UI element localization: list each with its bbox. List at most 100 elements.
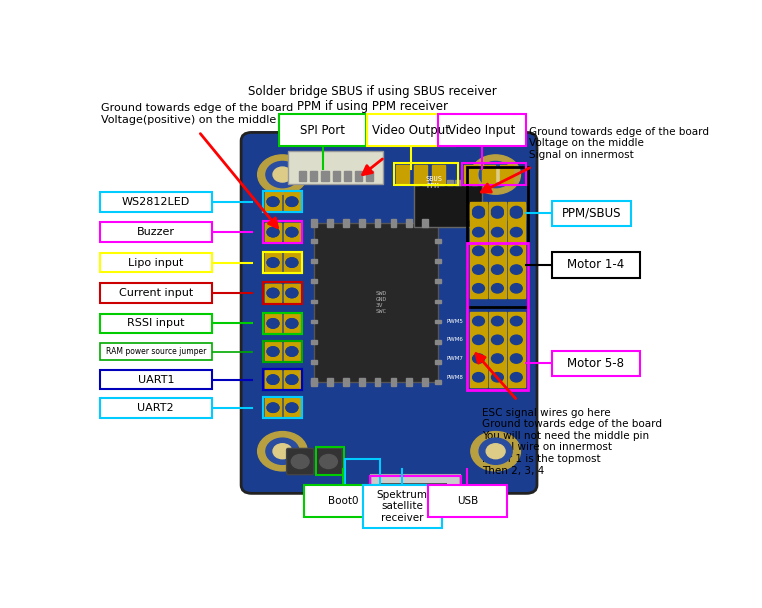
Circle shape	[491, 354, 504, 363]
Bar	[264, 370, 281, 389]
FancyBboxPatch shape	[100, 192, 212, 212]
Bar	[464, 165, 477, 183]
Bar	[470, 241, 487, 260]
Bar	[264, 370, 281, 389]
Bar	[406, 378, 412, 385]
Bar	[415, 165, 427, 183]
Bar	[508, 331, 524, 349]
Bar	[264, 283, 281, 302]
Circle shape	[286, 288, 298, 298]
Circle shape	[286, 258, 298, 268]
Bar	[508, 279, 524, 298]
Circle shape	[479, 162, 512, 188]
FancyBboxPatch shape	[552, 252, 640, 277]
Bar	[283, 253, 300, 272]
FancyBboxPatch shape	[100, 370, 212, 390]
Circle shape	[286, 197, 298, 206]
Bar	[435, 300, 440, 303]
Text: RAM power source jumper: RAM power source jumper	[106, 347, 206, 356]
Circle shape	[471, 155, 520, 194]
Text: SPI Port: SPI Port	[300, 124, 345, 137]
Bar	[508, 368, 524, 387]
Circle shape	[472, 209, 485, 218]
Circle shape	[511, 316, 522, 326]
Circle shape	[472, 227, 485, 237]
Bar	[264, 314, 281, 333]
Bar	[264, 342, 281, 361]
Bar	[264, 398, 281, 417]
Bar	[435, 320, 440, 323]
Bar	[470, 223, 487, 241]
Circle shape	[286, 347, 298, 356]
Bar	[322, 171, 328, 181]
Circle shape	[286, 347, 298, 356]
Bar	[311, 300, 317, 303]
Bar	[435, 280, 440, 283]
Circle shape	[286, 227, 298, 237]
Circle shape	[486, 167, 505, 182]
Bar	[470, 331, 487, 349]
Bar	[283, 370, 300, 389]
Circle shape	[267, 319, 279, 328]
FancyBboxPatch shape	[415, 185, 482, 227]
Circle shape	[286, 288, 298, 298]
Bar	[264, 283, 281, 302]
FancyBboxPatch shape	[315, 449, 342, 475]
Circle shape	[258, 155, 307, 194]
Bar	[470, 204, 487, 223]
Bar	[470, 368, 487, 387]
Bar	[470, 349, 487, 368]
Bar	[299, 171, 306, 181]
Circle shape	[267, 403, 279, 412]
Bar	[264, 223, 281, 241]
Circle shape	[291, 455, 309, 469]
Circle shape	[286, 197, 298, 206]
Circle shape	[491, 373, 504, 382]
Bar	[489, 368, 506, 387]
Bar	[470, 260, 487, 279]
Circle shape	[511, 265, 522, 274]
Bar	[264, 223, 281, 241]
Bar	[283, 223, 300, 241]
Text: PPM/SBUS: PPM/SBUS	[562, 207, 621, 220]
Bar	[435, 360, 440, 364]
Circle shape	[286, 375, 298, 384]
Bar	[283, 314, 300, 333]
Text: RSSI input: RSSI input	[127, 319, 184, 328]
FancyBboxPatch shape	[100, 343, 212, 360]
Bar	[508, 241, 524, 260]
Bar	[333, 171, 340, 181]
Bar	[470, 202, 487, 221]
Bar	[311, 340, 317, 344]
FancyBboxPatch shape	[552, 351, 640, 376]
FancyBboxPatch shape	[100, 253, 212, 272]
Circle shape	[266, 438, 299, 465]
Circle shape	[273, 444, 292, 458]
Text: Motor 5-8: Motor 5-8	[567, 357, 624, 370]
FancyBboxPatch shape	[100, 398, 212, 418]
Circle shape	[267, 319, 279, 328]
Bar	[435, 259, 440, 263]
Bar	[359, 378, 364, 385]
Circle shape	[491, 316, 504, 326]
Circle shape	[286, 319, 298, 328]
Bar	[367, 171, 373, 181]
Bar	[375, 378, 380, 385]
Text: Ground towards edge of the board
Voltage on the middle
Signal on innermost: Ground towards edge of the board Voltage…	[530, 127, 709, 160]
Circle shape	[267, 288, 279, 298]
Bar	[508, 223, 524, 241]
Circle shape	[286, 258, 298, 268]
Bar	[422, 180, 427, 185]
Bar	[508, 312, 524, 331]
Bar	[264, 398, 281, 417]
Circle shape	[491, 246, 504, 255]
FancyBboxPatch shape	[371, 475, 460, 505]
Text: Video Output: Video Output	[372, 124, 450, 137]
FancyBboxPatch shape	[427, 485, 507, 517]
Circle shape	[491, 265, 504, 274]
Circle shape	[472, 206, 485, 216]
Text: ESC signal wires go here
Ground towards edge of the board
You will not need the : ESC signal wires go here Ground towards …	[482, 408, 662, 475]
Circle shape	[472, 354, 485, 363]
Circle shape	[267, 258, 279, 268]
Bar	[283, 314, 300, 333]
